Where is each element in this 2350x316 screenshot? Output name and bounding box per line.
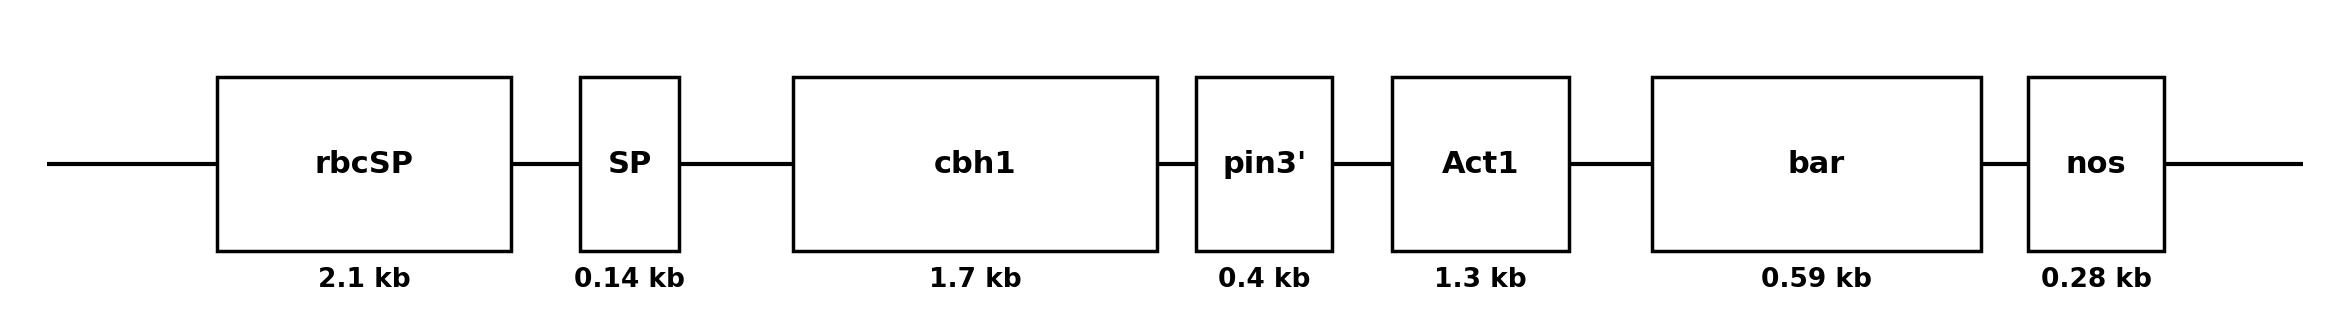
Bar — [216, 77, 512, 251]
Text: 0.28 kb: 0.28 kb — [2040, 267, 2153, 293]
Bar — [792, 77, 1156, 251]
Text: cbh1: cbh1 — [933, 150, 1018, 179]
Text: bar: bar — [1788, 150, 1845, 179]
Text: 1.3 kb: 1.3 kb — [1434, 267, 1528, 293]
Text: 1.7 kb: 1.7 kb — [928, 267, 1022, 293]
Bar — [1652, 77, 1981, 251]
Text: pin3': pin3' — [1222, 150, 1307, 179]
Bar — [2028, 77, 2164, 251]
Text: nos: nos — [2066, 150, 2127, 179]
Text: Act1: Act1 — [1443, 150, 1518, 179]
Text: 0.14 kb: 0.14 kb — [573, 267, 686, 293]
Bar — [1391, 77, 1570, 251]
Text: SP: SP — [609, 150, 651, 179]
Text: rbcSP: rbcSP — [315, 150, 414, 179]
Bar — [1196, 77, 1332, 251]
Text: 0.4 kb: 0.4 kb — [1217, 267, 1311, 293]
Bar — [580, 77, 679, 251]
Text: 0.59 kb: 0.59 kb — [1760, 267, 1873, 293]
Text: 2.1 kb: 2.1 kb — [317, 267, 411, 293]
